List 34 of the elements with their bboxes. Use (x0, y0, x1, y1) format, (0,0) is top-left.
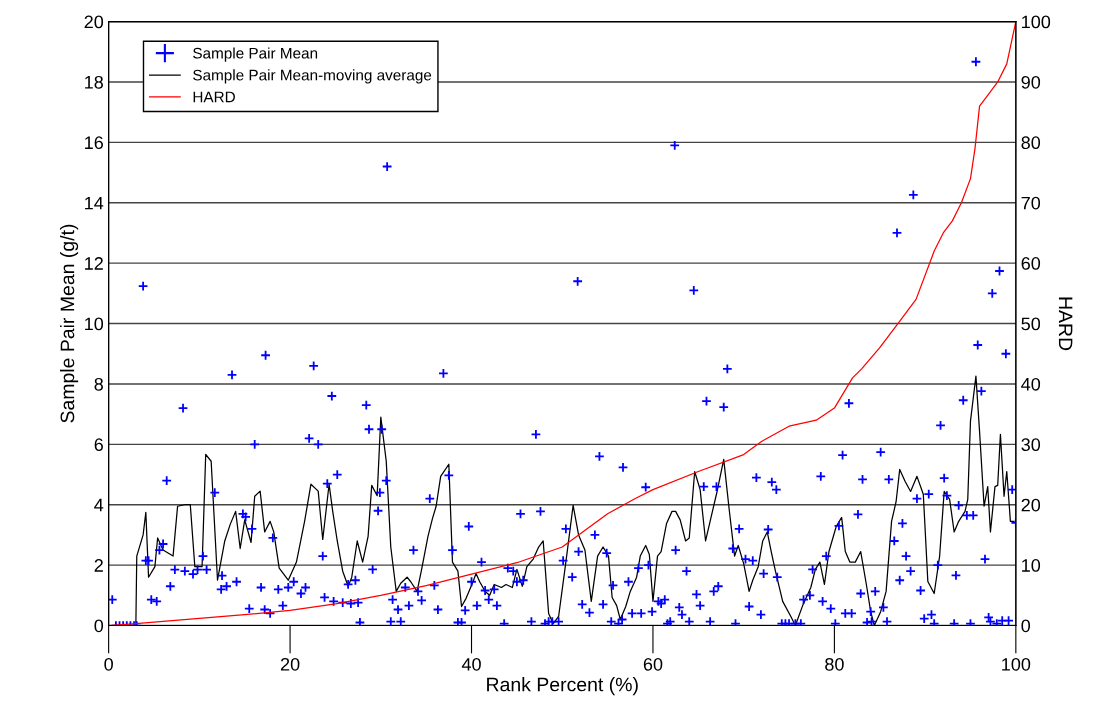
y2-tick-label: 100 (1022, 15, 1051, 29)
x-tick-label: 40 (461, 657, 481, 671)
y-tick-label: 20 (84, 15, 104, 29)
y2-tick-label: 30 (1021, 438, 1041, 452)
x-tick-label: 20 (280, 657, 300, 671)
y-tick-label: 8 (94, 377, 103, 391)
y-tick-label: 10 (85, 317, 104, 331)
y2-tick-label: 70 (1021, 196, 1041, 210)
y2-tick-label: 10 (1022, 559, 1041, 572)
y-tick-label: 16 (85, 136, 103, 150)
x-tick-label: 0 (104, 657, 113, 671)
x-tick-label: 60 (643, 657, 663, 671)
legend-label: Sample Pair Mean (193, 47, 318, 62)
y-tick-label: 4 (94, 498, 104, 512)
x-tick-label: 80 (825, 657, 844, 671)
y2-tick-label: 0 (1021, 619, 1031, 633)
y2-tick-label: 90 (1021, 75, 1041, 89)
y2-tick-label: 40 (1021, 377, 1041, 391)
y-axis-title: Sample Pair Mean (g/t) (60, 224, 79, 423)
y2-tick-label: 60 (1021, 257, 1041, 270)
legend-label: HARD (193, 91, 235, 103)
legend-label: Sample Pair Mean-moving average (193, 69, 432, 84)
y-tick-label: 6 (94, 438, 103, 452)
y2-axis-title: HARD (1058, 297, 1073, 351)
x-axis-title: Rank Percent (%) (487, 677, 638, 696)
y-tick-label: 12 (85, 257, 103, 270)
y2-tick-label: 50 (1021, 317, 1041, 331)
y2-tick-label: 20 (1021, 498, 1041, 512)
x-tick-label: 100 (1002, 657, 1031, 671)
y-tick-label: 18 (85, 75, 103, 89)
y2-tick-label: 80 (1021, 136, 1041, 150)
y-tick-label: 2 (94, 559, 103, 572)
y-tick-label: 0 (94, 619, 104, 633)
y-tick-label: 14 (85, 196, 104, 210)
